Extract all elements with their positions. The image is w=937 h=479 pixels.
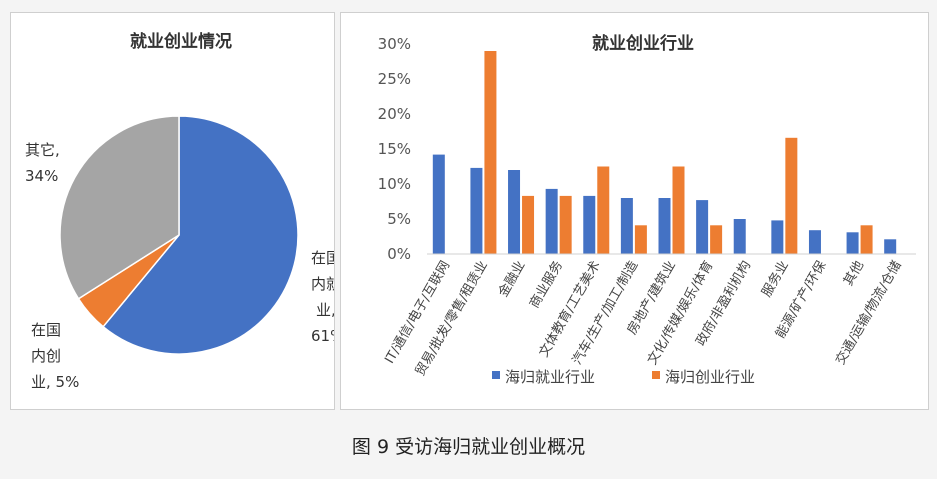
pie-chart: 就业创业情况 在国 内就 业, 61% 在国 内创 业, 5% 其它, 34%: [25, 31, 334, 391]
legend-swatch-startup: [652, 371, 660, 379]
legend-label-employment: 海归就业行业: [505, 368, 595, 386]
bar-employment: [620, 198, 633, 254]
bar-employment: [658, 198, 671, 254]
bar-employment: [545, 188, 558, 254]
x-category-label: 服务业: [758, 258, 791, 300]
bar-startup: [785, 137, 798, 254]
bar-startup: [634, 225, 647, 254]
bar-startup: [860, 225, 873, 254]
x-category-label: 文化/传媒/娱乐/体育: [644, 258, 716, 367]
bar-startup: [522, 195, 535, 254]
bar-employment: [733, 219, 746, 254]
bar-startup: [484, 51, 497, 254]
bar-employment: [508, 170, 521, 254]
pie-chart-title: 就业创业情况: [130, 31, 232, 52]
bar-employment: [771, 220, 784, 254]
bar-employment: [432, 154, 445, 254]
x-category-label: 交通/运输/物流/仓储: [832, 258, 904, 367]
pie-slice-other: [59, 115, 180, 300]
pie-label-employment: 在国 内就 业, 61%: [311, 249, 334, 345]
bar-startup: [672, 166, 685, 254]
y-tick-label: 15%: [378, 140, 411, 158]
bar-employment: [583, 195, 596, 254]
x-category-label: IT/通信/电子/互联网: [382, 259, 453, 367]
bar-chart-panel: 就业创业行业 0% 5% 10% 15% 20% 25% 30% IT/通信/电子/互联网贸…: [340, 12, 929, 410]
y-tick-label: 30%: [378, 35, 411, 53]
x-category-label: 其他: [841, 259, 867, 289]
bar-employment: [470, 167, 483, 254]
y-tick-label: 20%: [378, 105, 411, 123]
x-category-label: 汽车/生产/加工/制造: [569, 258, 641, 367]
bar-chart: 就业创业行业 0% 5% 10% 15% 20% 25% 30% IT/通信/电子/互联网贸…: [378, 33, 916, 386]
y-tick-label: 10%: [378, 175, 411, 193]
figure-caption: 图 9 受访海归就业创业概况: [351, 436, 586, 458]
bar-employment: [846, 232, 859, 254]
y-tick-label: 0%: [387, 245, 411, 263]
bar-startup: [597, 166, 610, 254]
bar-chart-title: 就业创业行业: [592, 33, 694, 54]
x-category-label: 金融业: [495, 258, 528, 300]
legend-label-startup: 海归创业行业: [665, 368, 755, 386]
x-category-label: 商业服务: [526, 258, 566, 311]
bar-startup: [559, 195, 572, 254]
x-category-label: 贸易/批发/零售/租赁业: [412, 258, 491, 379]
bar-employment: [884, 239, 897, 254]
legend: 海归就业行业 海归创业行业: [492, 368, 755, 386]
pie-label-other: 其它, 34%: [25, 141, 65, 185]
pie-label-startup: 在国 内创 业, 5%: [31, 321, 79, 391]
bar-startup: [710, 225, 723, 254]
bar-employment: [808, 230, 821, 254]
y-tick-label: 5%: [387, 210, 411, 228]
y-tick-label: 25%: [378, 70, 411, 88]
bar-employment: [696, 200, 709, 254]
pie-slice-employment: [102, 115, 299, 355]
legend-swatch-employment: [492, 371, 500, 379]
pie-chart-panel: 就业创业情况 在国 内就 业, 61% 在国 内创 业, 5% 其它, 34%: [10, 12, 335, 410]
